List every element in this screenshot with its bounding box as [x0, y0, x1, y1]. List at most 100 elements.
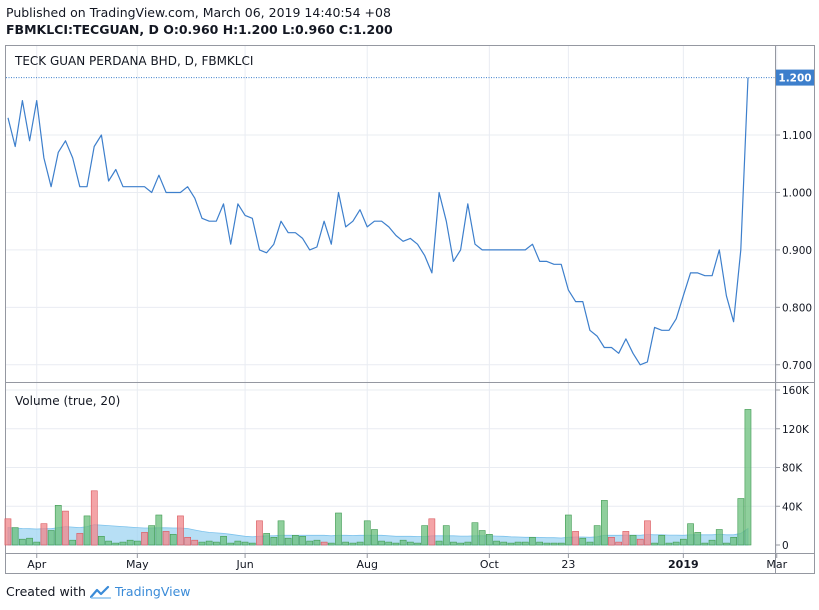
volume-bar [105, 540, 112, 546]
volume-bar [40, 523, 48, 546]
volume-bar [723, 542, 730, 546]
time-axis-label: Apr [27, 558, 47, 571]
volume-bar [701, 542, 709, 546]
volume-bar [11, 527, 19, 546]
volume-bar [536, 541, 543, 546]
volume-bar [306, 540, 314, 546]
volume-bar [248, 542, 256, 546]
chart-title: TECK GUAN PERDANA BHD, D, FBMKLCI [14, 54, 253, 68]
volume-bar [320, 541, 328, 546]
axis-labels: Apr May Jun Aug Oct 23 2019 Mar 1.100 1.000 0.900 0… [27, 130, 812, 571]
volume-bar [349, 542, 357, 546]
volume-bar [457, 542, 465, 546]
volume-bars [4, 409, 752, 546]
volume-bar [54, 504, 62, 546]
price-axis-label: 0.700 [782, 360, 812, 372]
volume-bar [313, 539, 321, 546]
volume-bar [90, 490, 98, 546]
volume-bar [579, 537, 587, 546]
volume-bar [342, 541, 350, 546]
volume-bar [234, 540, 242, 546]
last-price-badge-label: 1.200 [778, 73, 811, 85]
time-axis-label: 23 [561, 558, 575, 571]
volume-bar [543, 542, 551, 546]
volume-bar [464, 541, 472, 546]
volume-bar [205, 540, 213, 546]
volume-bar [220, 535, 227, 546]
volume-bar [227, 542, 235, 546]
time-axis-label: 2019 [668, 558, 699, 571]
volume-bar [184, 536, 192, 546]
last-price-badge [776, 69, 814, 86]
volume-bar [471, 522, 479, 546]
footer-brand-label: TradingView [114, 584, 191, 599]
volume-bar [198, 541, 206, 546]
volume-bar [327, 542, 335, 546]
volume-bar [241, 541, 249, 546]
volume-bar [586, 541, 594, 546]
volume-bar [708, 539, 716, 546]
volume-bar [134, 540, 141, 546]
volume-bar [98, 535, 105, 546]
price-axis-label: 0.900 [782, 245, 812, 257]
volume-bar [335, 512, 342, 546]
volume-axis-label: 160K [782, 385, 810, 397]
volume-bar [177, 515, 184, 546]
volume-bar [644, 520, 651, 546]
volume-bar [593, 525, 601, 546]
volume-axis-label: 120K [782, 424, 810, 436]
time-axis-label: Mar [766, 558, 787, 571]
volume-bar [550, 542, 558, 546]
volume-bar [428, 518, 436, 546]
volume-bar [679, 538, 687, 546]
volume-bar [83, 515, 91, 546]
price-axis-label: 0.800 [782, 302, 812, 314]
chart-area[interactable]: 1.200 Apr May Jun Aug Oct 23 2019 Mar 1.100 1.000… [0, 0, 819, 575]
volume-bar [500, 541, 508, 546]
volume-axis-label: 80K [782, 463, 803, 475]
volume-bar [371, 529, 378, 546]
price-line [7, 77, 749, 366]
volume-bar [141, 532, 148, 546]
volume-bar [162, 531, 170, 546]
volume-bar [256, 520, 263, 546]
volume-bar [385, 541, 393, 546]
volume-bar [406, 541, 414, 546]
volume-bar [270, 536, 278, 546]
volume-bar [450, 541, 457, 546]
volume-bar [636, 538, 644, 546]
volume-bar [33, 541, 41, 546]
volume-bar [557, 542, 565, 546]
volume-bar [672, 541, 680, 546]
volume-bar [687, 523, 694, 546]
price-series: 1.200 [6, 69, 814, 366]
volume-bar [694, 532, 702, 546]
volume-bar [284, 537, 292, 546]
volume-bar [514, 541, 522, 546]
volume-bar [148, 525, 156, 546]
volume-bar [126, 539, 134, 546]
price-axis-label: 1.000 [782, 187, 812, 199]
tradingview-logo-icon [89, 585, 111, 599]
time-axis-label: Aug [356, 558, 377, 571]
footer-created-with: Created with [6, 584, 86, 599]
volume-bar [629, 534, 637, 546]
volume-bar [378, 540, 385, 546]
volume-bar [485, 533, 493, 546]
volume-bar [493, 540, 500, 546]
tradingview-brand-link[interactable]: TradingView [89, 584, 191, 599]
volume-bar [119, 541, 127, 546]
volume-bar [564, 514, 572, 546]
volume-bar [69, 539, 76, 546]
volume-bar [715, 529, 723, 546]
volume-bar [112, 542, 120, 546]
time-axis-label: Oct [480, 558, 500, 571]
time-axis-label: Jun [235, 558, 253, 571]
volume-bar [730, 536, 737, 546]
volume-bar [442, 525, 450, 546]
volume-bar [47, 530, 55, 546]
volume-bar [263, 533, 271, 546]
volume-bar [26, 537, 33, 546]
volume-bar [4, 518, 12, 546]
price-axis-label: 1.100 [782, 130, 812, 142]
